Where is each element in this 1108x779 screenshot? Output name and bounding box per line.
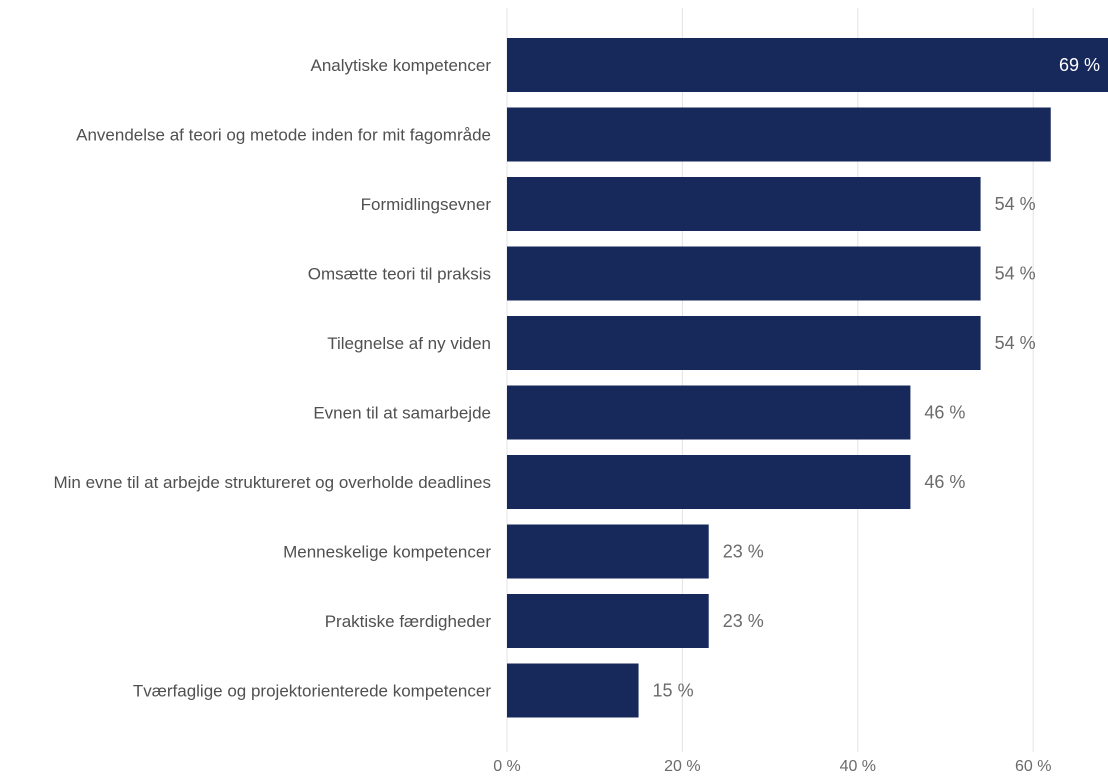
x-tick-label: 0 % — [493, 758, 521, 774]
bar — [507, 594, 709, 648]
value-label: 46 % — [924, 472, 965, 492]
value-labels: 69 % 62 % 54 % 54 % 54 % 46 % 46 % 23 % 23 % 15 % — [653, 55, 1100, 701]
category-label: Praktiske færdigheder — [325, 612, 492, 631]
bar — [507, 246, 981, 301]
bar — [507, 663, 639, 718]
value-label: 54 % — [995, 333, 1036, 353]
bar — [507, 38, 1108, 92]
bar — [507, 107, 1051, 162]
value-label: 23 % — [723, 542, 764, 562]
value-label: 15 % — [653, 681, 694, 701]
category-label: Menneskelige kompetencer — [283, 543, 491, 562]
bars — [507, 38, 1108, 718]
value-label: 62 % — [1059, 125, 1100, 145]
bar — [507, 316, 981, 370]
category-label: Formidlingsevner — [361, 195, 492, 214]
category-label: Omsætte teori til praksis — [308, 265, 491, 284]
x-tick-label: 60 % — [1015, 758, 1051, 774]
category-label: Tilegnelse af ny viden — [327, 334, 491, 353]
value-label: 23 % — [723, 611, 764, 631]
bar — [507, 524, 709, 579]
category-label: Tværfaglige og projektorienterede kompet… — [133, 682, 491, 701]
value-label: 69 % — [1059, 55, 1100, 75]
value-label: 46 % — [924, 403, 965, 423]
bar — [507, 385, 911, 440]
category-labels: Analytiske kompetencer Anvendelse af teor… — [53, 56, 491, 701]
x-tick-label: 20 % — [664, 758, 700, 774]
value-label: 54 % — [995, 264, 1036, 284]
x-axis-tick-labels: 0 % 20 % 40 % 60 % — [493, 758, 1051, 775]
category-label: Analytiske kompetencer — [311, 56, 492, 75]
bar — [507, 177, 981, 231]
category-label: Evnen til at samarbejde — [313, 404, 491, 423]
category-label: Min evne til at arbejde struktureret og … — [53, 473, 491, 492]
x-tick-label: 40 % — [840, 758, 876, 774]
bar — [507, 455, 911, 509]
value-label: 54 % — [995, 194, 1036, 214]
category-label: Anvendelse af teori og metode inden for … — [76, 126, 491, 145]
